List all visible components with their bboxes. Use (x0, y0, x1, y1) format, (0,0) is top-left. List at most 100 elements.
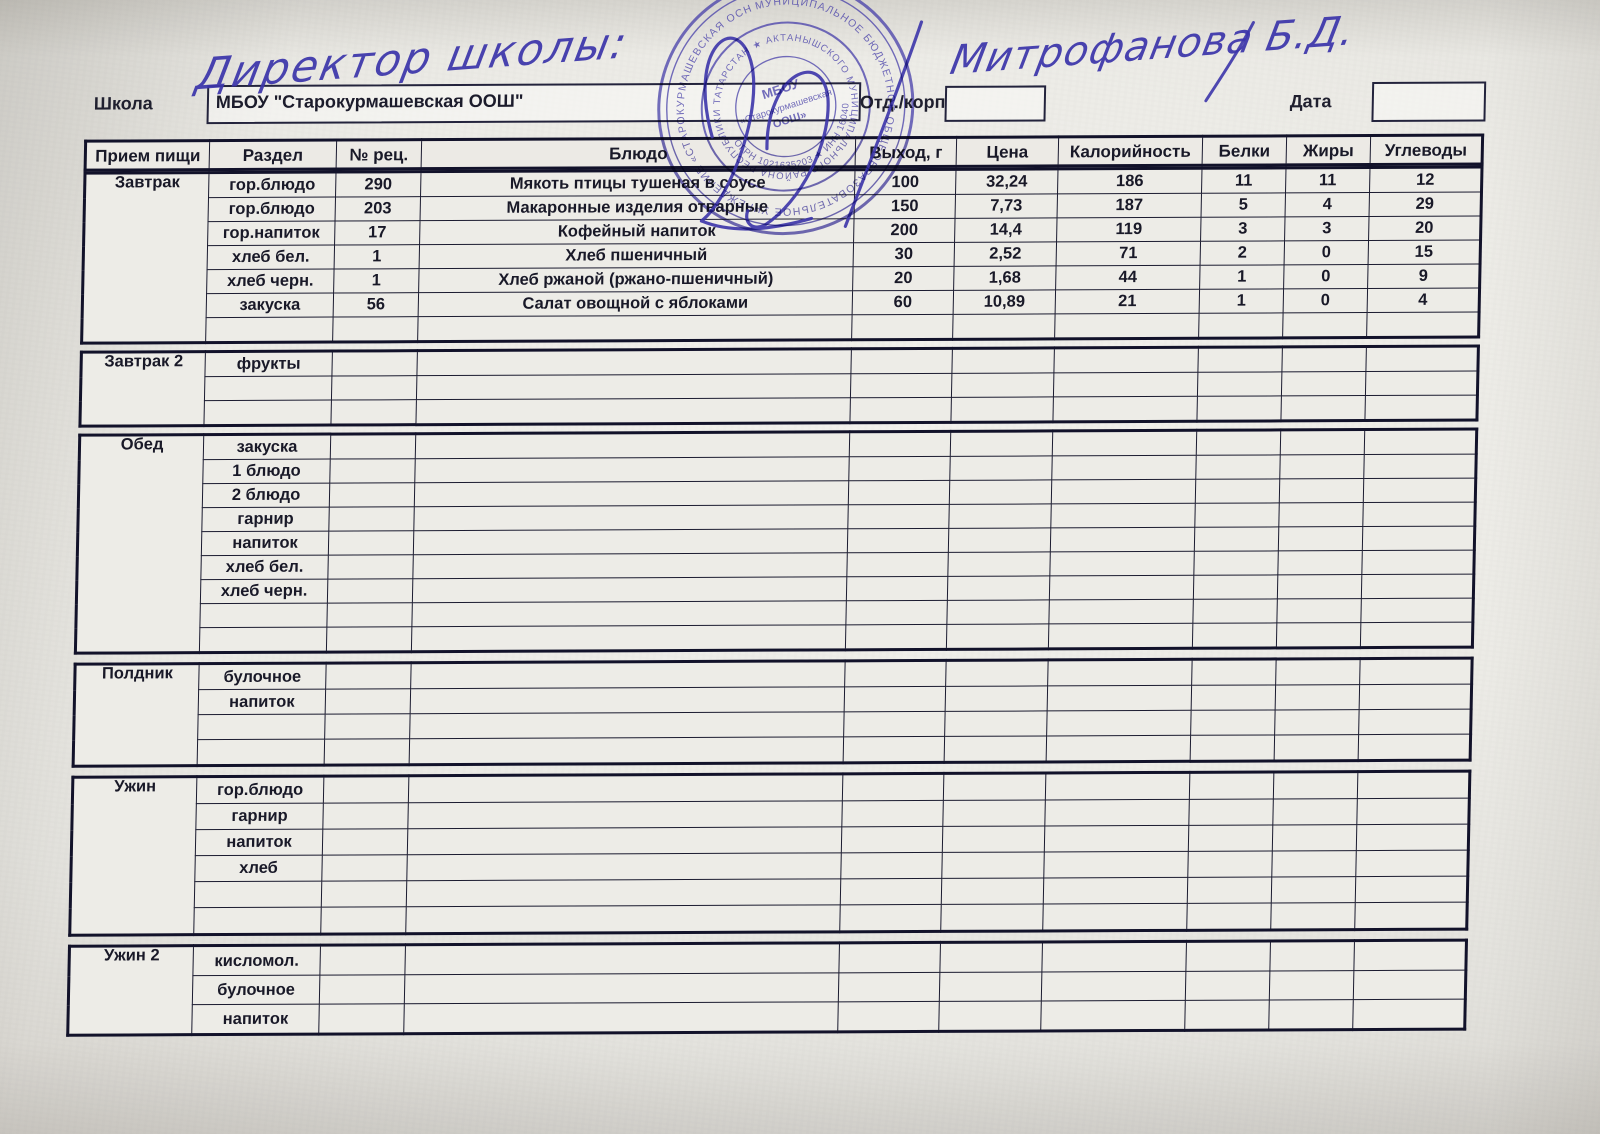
razdel-cell: фрукты (204, 351, 333, 377)
rec-cell (330, 399, 417, 426)
out-cell (851, 314, 954, 340)
carb-cell (1352, 999, 1466, 1030)
column-header-0: Прием пищи (85, 140, 210, 171)
carb-cell (1353, 940, 1467, 971)
carb-cell (1361, 574, 1474, 599)
out-cell (842, 773, 944, 801)
column-header-6: Калорийность (1058, 136, 1203, 166)
rec-cell (332, 316, 419, 343)
meal-name-cell: Полдник (73, 663, 200, 767)
fat-cell (1281, 346, 1367, 372)
fat-cell (1268, 999, 1354, 1030)
dish-cell (406, 878, 841, 907)
out-cell (845, 624, 947, 650)
table-row (73, 734, 1471, 766)
carb-cell (1357, 771, 1470, 799)
kcal-cell (1049, 575, 1194, 600)
carb-cell (1365, 371, 1478, 396)
carb-cell: 15 (1368, 240, 1481, 265)
out-cell (846, 552, 949, 577)
out-cell (838, 942, 941, 973)
out-cell (847, 528, 949, 553)
kcal-cell (1052, 396, 1198, 422)
out-cell (850, 373, 952, 398)
out-cell (841, 826, 943, 853)
out-cell: 60 (852, 290, 954, 315)
dish-cell (404, 972, 839, 1004)
prot-cell: 11 (1201, 167, 1287, 194)
dish-cell (411, 600, 847, 627)
dish-cell (410, 686, 845, 714)
rec-cell (331, 375, 417, 401)
razdel-cell: хлеб черн. (200, 579, 328, 604)
carb-cell (1355, 850, 1469, 877)
prot-cell (1195, 478, 1280, 504)
dish-cell (409, 736, 844, 765)
kcal-cell (1046, 735, 1191, 762)
rec-cell (324, 738, 410, 766)
razdel-cell (199, 603, 328, 628)
fat-cell (1280, 429, 1365, 455)
kcal-cell (1049, 551, 1195, 576)
prot-cell (1198, 312, 1284, 339)
prot-cell (1187, 850, 1273, 878)
razdel-cell: закуска (203, 434, 331, 460)
dish-cell (406, 852, 842, 881)
carb-cell (1359, 684, 1472, 710)
razdel-cell (193, 907, 322, 935)
out-cell (839, 904, 942, 932)
razdel-cell: напиток (195, 829, 323, 856)
kcal-cell (1044, 825, 1189, 852)
rec-cell (320, 906, 407, 935)
carb-cell (1364, 429, 1477, 455)
rec-cell (326, 602, 413, 628)
out-cell (840, 852, 943, 879)
kcal-cell (1041, 971, 1186, 1001)
kcal-cell (1042, 903, 1188, 931)
fat-cell: 11 (1285, 167, 1371, 193)
fat-cell: 0 (1283, 288, 1368, 313)
razdel-cell (194, 881, 322, 908)
menu-table: Прием пищи Раздел № рец. Блюдо Выход, г Цена К… (66, 133, 1485, 1037)
rec-cell (330, 433, 416, 460)
rec-cell (327, 578, 413, 604)
table-row (80, 395, 1478, 426)
prot-cell (1192, 598, 1278, 624)
price-cell (947, 551, 1051, 577)
out-cell (837, 1001, 940, 1032)
kcal-cell (1040, 1000, 1186, 1031)
prot-cell (1195, 454, 1281, 480)
razdel-cell (203, 400, 332, 426)
carb-cell (1358, 709, 1472, 735)
prot-cell (1194, 526, 1279, 552)
kcal-cell (1047, 659, 1193, 686)
carb-cell: 12 (1369, 167, 1483, 193)
dish-cell (405, 904, 841, 934)
prot-cell (1196, 429, 1281, 456)
kcal-cell (1043, 851, 1189, 878)
razdel-cell: кисломол. (192, 945, 321, 976)
fat-cell (1276, 598, 1362, 623)
dish-cell (408, 773, 843, 803)
kcal-cell (1053, 347, 1199, 373)
rec-cell (321, 854, 408, 882)
fat-cell: 3 (1284, 216, 1370, 241)
dish-cell (413, 504, 849, 531)
carb-cell (1363, 454, 1477, 479)
fat-cell (1281, 371, 1366, 396)
out-cell (844, 660, 947, 687)
dish-cell (413, 528, 848, 555)
prot-cell (1189, 771, 1274, 800)
prot-cell: 2 (1200, 240, 1285, 266)
date-value-box (1371, 81, 1487, 123)
out-cell (843, 736, 945, 763)
kcal-cell (1051, 455, 1197, 480)
dish-cell: Хлеб ржаной (ржано-пшеничный) (418, 266, 854, 293)
rec-cell: 1 (334, 244, 420, 270)
prot-cell (1190, 734, 1275, 762)
dish-cell (415, 397, 851, 425)
out-cell (849, 431, 951, 457)
column-header-9: Углеводы (1370, 135, 1483, 165)
kcal-cell: 187 (1057, 193, 1202, 218)
